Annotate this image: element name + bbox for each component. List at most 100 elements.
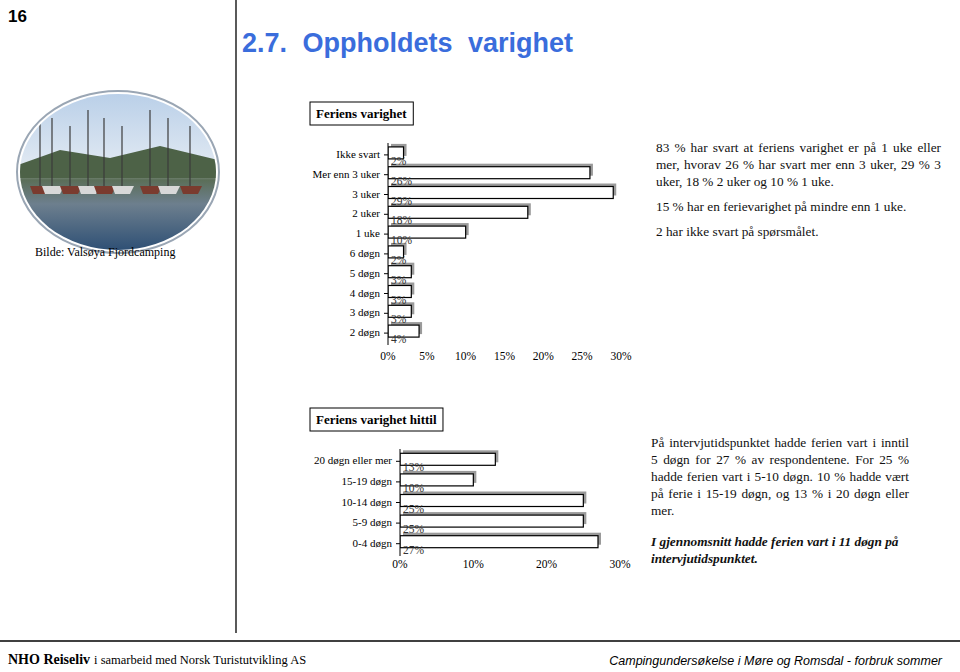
category-label: 5 døgn [350,267,381,279]
chart-title-box [310,408,443,431]
bar [400,495,583,507]
chart: Feriens varighet hittil 20 døgn eller mer… [310,408,631,570]
category-label: 3 døgn [350,306,381,318]
x-tick-label: 25% [572,350,594,362]
chart-title-box [310,102,413,125]
category-tick [384,273,388,274]
photo-hills [18,146,218,178]
category-tick [384,234,388,235]
heading: 2.7. Oppholdets varighet [242,28,573,58]
photo-mast [69,126,70,186]
data-label: 3% [391,294,407,306]
data-label: 18% [391,214,413,226]
plot-area [400,450,601,547]
category-label: 2 døgn [350,326,381,338]
category-axis [388,143,389,345]
x-tick-label: 30% [610,350,632,362]
data-label: 26% [391,175,413,187]
divider [235,0,236,633]
plot-area [388,144,616,337]
page-canvas: 16 2.7. Oppholdets varighet Bilde: Valsøya… [0,0,960,672]
category-tick [396,543,400,544]
x-tick-label: 30% [609,558,631,570]
bar [400,536,598,548]
paragraph: 2 har ikke svart på spørsmålet. [656,223,941,240]
x-tick-label: 20% [536,558,558,570]
category-tick [384,333,388,334]
data-label: 4% [391,333,407,345]
photo-mast [189,126,190,186]
paragraph: 15 % har en ferievarighet på mindre enn … [656,198,941,215]
summary: I gjennomsnitt hadde ferien vart i 11 dø… [651,533,909,567]
photo-bg [18,92,218,252]
paragraph: 83 % har svart at feriens varighet er på… [656,139,941,190]
footer-rule [0,640,960,641]
photo-mast [39,110,40,186]
paragraph: På intervjutidspunktet hadde ferien vart… [651,434,909,519]
photo-mast [149,110,150,186]
photo-mast [51,118,52,186]
photo-mast [167,118,168,186]
category-label: 4 døgn [350,287,381,299]
category-tick [384,174,388,175]
category-label: 20 døgn eller mer [314,454,392,466]
x-tick-label: 0% [392,558,408,570]
category-label: 15-19 døgn [342,475,393,487]
category-label: 3 uker [352,188,380,200]
category-tick [384,214,388,215]
chart-title: Feriens varighet hittil [316,412,437,427]
footer-left: NHO Reiseliv i samarbeid med Norsk Turist… [8,652,306,668]
chart-title: Feriens varighet [316,106,407,121]
data-label: 10% [403,482,425,494]
category-label: 10-14 døgn [342,496,393,508]
page-number: 16 [8,7,27,26]
category-tick [396,481,400,482]
text-block: 83 % har svart at feriens varighet er på… [656,139,941,248]
x-tick-label: 10% [455,350,477,362]
bar [388,167,590,179]
footer-partner: i samarbeid med Norsk Turistutvikling AS [94,653,306,667]
category-label: Ikke svart [336,148,380,160]
x-tick-label: 5% [419,350,435,362]
x-tick-label: 15% [494,350,516,362]
bar [388,187,613,199]
bar [400,515,583,527]
category-tick [384,194,388,195]
photo-mast [121,126,122,186]
category-tick [384,253,388,254]
photo-boat [180,186,202,194]
data-label: 13% [403,461,425,473]
data-label: 25% [403,523,425,535]
data-label: 2% [391,155,407,167]
footer-right: Campingundersøkelse i Møre og Romsdal - … [609,654,942,668]
text-block: På intervjutidspunktet hadde ferien vart… [651,434,909,575]
x-tick-label: 10% [463,558,485,570]
chart: Feriens varighet Ikke svart 2% Mer enn 3 uk… [310,102,632,362]
category-tick [384,313,388,314]
data-label: 29% [391,195,413,207]
category-tick [396,523,400,524]
data-label: 27% [403,544,425,556]
x-tick-label: 0% [380,350,396,362]
category-tick [396,502,400,503]
category-label: Mer enn 3 uker [312,168,380,180]
photo-boat [112,186,134,194]
data-label: 25% [403,503,425,515]
category-label: 2 uker [352,207,380,219]
category-tick [384,293,388,294]
photo-boat [158,186,180,194]
data-label: 3% [391,274,407,286]
category-label: 0-4 døgn [353,537,393,549]
x-tick-label: 20% [533,350,555,362]
photo-mast [87,110,88,186]
photo-mast [103,118,104,186]
photo [18,92,218,252]
data-label: 2% [391,254,407,266]
category-label: 6 døgn [350,247,381,259]
category-label: 1 uke [356,227,380,239]
footer-org: NHO Reiseliv [8,652,90,667]
photo-caption: Bilde: Valsøya Fjordcamping [35,245,175,259]
photo-border [17,91,219,253]
data-label: 10% [391,234,413,246]
category-label: 5-9 døgn [353,516,393,528]
